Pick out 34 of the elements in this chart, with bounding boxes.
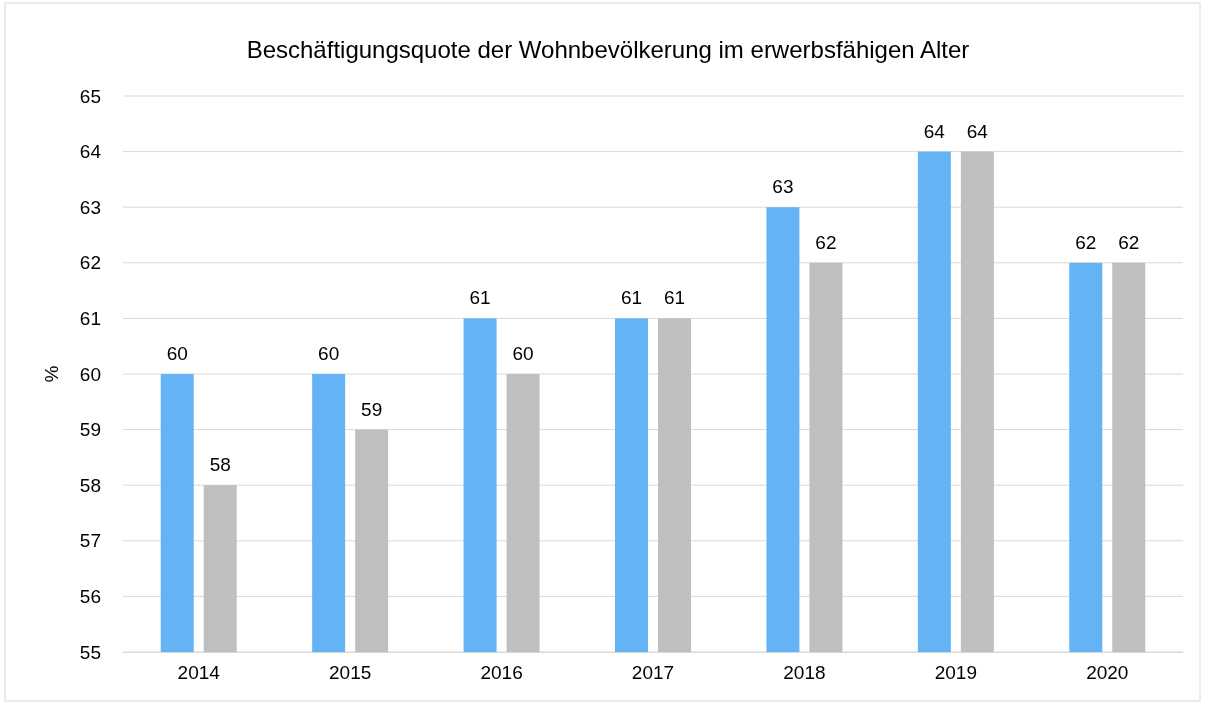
x-tick-label: 2020 [1086,662,1129,684]
data-label: 62 [1075,231,1097,253]
x-tick-label: 2015 [329,662,372,684]
y-tick-label: 62 [79,252,101,274]
y-tick-label: 65 [79,85,101,107]
chart-title: Beschäftigungsquote der Wohnbevölkerung im erwerbsfähigen Alter [246,36,970,63]
data-label: 60 [512,343,534,364]
data-label: 61 [469,287,491,309]
data-label: 58 [209,454,231,476]
y-tick-label: 56 [79,585,101,607]
x-tick-label: 2017 [631,662,675,684]
data-label: 64 [923,120,946,142]
x-tick-label: 2014 [177,662,221,684]
data-label: 60 [318,343,340,364]
y-tick-label: 59 [79,419,101,441]
y-tick-label: 64 [79,141,102,163]
data-label: 60 [166,343,188,364]
x-tick-label: 2018 [783,662,826,684]
data-label: 61 [620,287,643,309]
data-label: 63 [772,176,794,198]
y-tick-label: 58 [79,474,101,496]
x-tick-label: 2019 [934,662,977,684]
data-label: 59 [361,398,383,420]
data-label: 64 [966,120,989,142]
data-label: 62 [1118,231,1140,253]
y-tick-label: 60 [79,363,101,385]
y-axis-title: % [41,365,62,383]
x-tick-label: 2016 [480,662,523,684]
y-tick-label: 63 [79,196,101,218]
y-tick-label: 55 [79,641,101,663]
data-label: 61 [663,287,686,309]
y-tick-label: 57 [79,530,101,552]
y-tick-label: 61 [79,307,101,329]
data-label: 62 [815,231,837,253]
